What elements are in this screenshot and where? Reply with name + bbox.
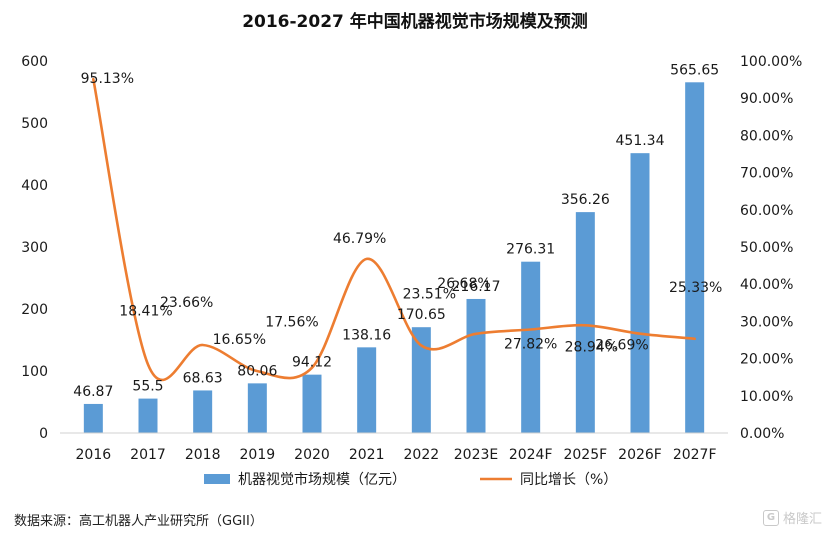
bar-data-label: 276.31 [506,242,555,258]
bar-data-label: 68.63 [183,370,223,386]
bar-data-label: 46.87 [73,384,113,400]
line-data-label: 27.82% [504,337,557,353]
chart-title: 2016-2027 年中国机器视觉市场规模及预测 [242,11,588,32]
bar [247,383,267,433]
bar-data-label: 451.34 [616,133,665,149]
source-note: 数据来源：高工机器人产业研究所（GGII） [14,514,263,529]
x-tick-label: 2020 [294,447,330,463]
bar-data-label: 55.5 [132,379,163,395]
bar-data-label: 216.17 [452,279,501,295]
x-axis: 2016 2017 2018 2019 2020 2021 2022 2023E 2024F 20… [76,447,717,463]
bar [630,153,650,434]
line-data-label: 46.79% [333,231,386,247]
x-tick-label: 2024F [509,447,553,463]
right-y-tick-label: 0.00% [740,426,784,442]
bar [357,347,377,433]
line-data-label: 16.65% [213,332,266,348]
line-data-label: 23.51% [403,287,456,303]
watermark-logo-icon: G [762,509,779,526]
bar [521,261,541,433]
left-y-tick-label: 500 [21,116,48,132]
right-y-tick-label: 50.00% [740,240,793,256]
line-data-label: 23.66% [160,295,213,311]
legend-bar-label: 机器视觉市场规模（亿元） [238,471,406,488]
bar-data-label: 80.06 [237,363,277,379]
bar [466,298,486,433]
x-tick-label: 2016 [76,447,112,463]
bar-data-label: 170.65 [397,307,446,323]
right-y-tick-label: 90.00% [740,91,793,107]
bar-data-label: 138.16 [342,327,391,343]
x-tick-label: 2018 [185,447,221,463]
x-tick-label: 2027F [673,447,717,463]
bar [411,327,431,433]
x-tick-label: 2025F [563,447,607,463]
left-y-tick-label: 200 [21,302,48,318]
line-data-label: 17.56% [265,315,318,331]
bar [138,398,158,433]
line-data-label: 18.41% [119,304,172,320]
watermark: G 格隆汇 [762,508,822,527]
bar [575,212,595,433]
bar [302,374,322,433]
legend-bar-swatch [204,474,230,484]
right-y-tick-label: 60.00% [740,203,793,219]
bar-data-label: 94.12 [292,355,332,371]
line-data-label: 26.69% [595,338,648,354]
line-data-label: 95.13% [81,71,134,87]
legend: 机器视觉市场规模（亿元） 同比增长（%） [204,471,617,488]
right-y-tick-label: 40.00% [740,277,793,293]
bar-series [83,82,705,434]
x-tick-label: 2022 [404,447,440,463]
right-y-tick-label: 20.00% [740,352,793,368]
line-data-label: 28.94% [565,339,618,355]
x-tick-label: 2017 [130,447,166,463]
line-series [92,77,696,382]
line-data-label: 26.68% [437,276,490,292]
right-y-tick-label: 100.00% [740,54,802,70]
right-y-tick-label: 70.00% [740,166,793,182]
left-y-axis: 0 100 200 300 400 500 600 [21,54,48,442]
bar [83,403,103,433]
line-data-label: 25.33% [669,280,722,296]
right-y-axis: 0.00% 10.00% 20.00% 30.00% 40.00% 50.00% 60.00… [740,54,802,442]
left-y-tick-label: 400 [21,178,48,194]
watermark-text: 格隆汇 [782,512,822,527]
x-tick-label: 2023E [454,447,498,463]
legend-line-label: 同比增长（%） [520,472,617,488]
x-tick-label: 2021 [349,447,385,463]
bar-data-label: 356.26 [561,192,610,208]
right-y-tick-label: 10.00% [740,389,793,405]
bar-data-labels: 46.87 55.5 68.63 80.06 94.12 138.16 170.65 216.… [73,62,719,400]
right-y-tick-label: 30.00% [740,314,793,330]
bar [193,390,213,433]
left-y-tick-label: 300 [21,240,48,256]
bar [685,82,705,433]
left-y-tick-label: 600 [21,54,48,70]
growth-line [92,77,696,382]
line-data-labels: 95.13% 18.41%23.66% 16.65%17.56% 46.79% 23.5… [81,71,723,355]
left-y-tick-label: 100 [21,364,48,380]
right-y-tick-label: 80.00% [740,128,793,144]
x-tick-label: 2026F [618,447,662,463]
left-y-tick-label: 0 [39,426,48,442]
bar-data-label: 565.65 [670,62,719,78]
x-tick-label: 2019 [240,447,276,463]
